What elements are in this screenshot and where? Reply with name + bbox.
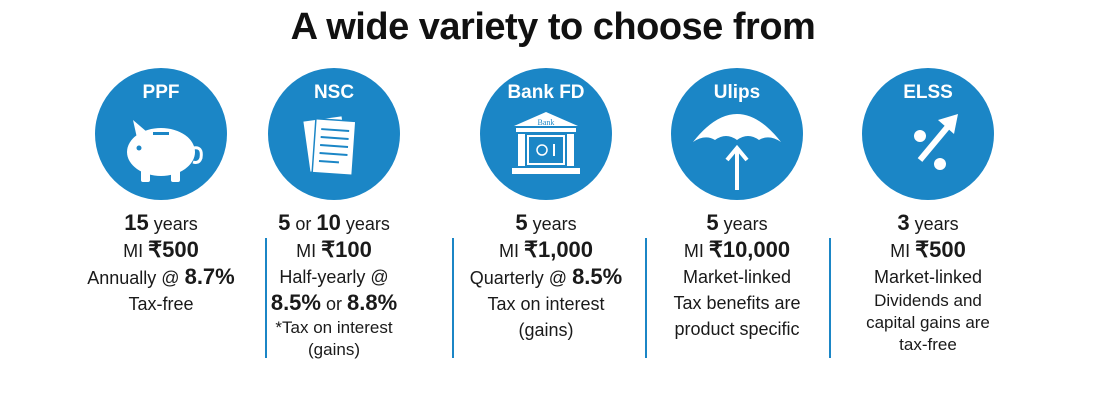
minimum-investment: MI ₹500 [123, 237, 199, 262]
scheme-name: PPF [142, 82, 180, 103]
piggy-bank-icon [127, 120, 203, 182]
interest-frequency: Half-yearly @ [279, 267, 389, 287]
scheme-name: Ulips [713, 82, 761, 103]
column-divider [645, 238, 647, 358]
scheme-ppf: PPF 15 years MI ₹500 Annually @ 8.7% Tax… [71, 68, 251, 317]
minimum-investment: MI ₹1,000 [498, 237, 594, 262]
tax-status-line-2: capital gains are [866, 313, 990, 332]
lock-in-period: 5 years [706, 210, 768, 235]
tax-status: Tax on interest [487, 294, 605, 314]
scheme-bank-fd: Bank FD Bank 5 years MI ₹1,000 Quarterly… [456, 68, 636, 343]
page-title: A wide variety to choose from [290, 6, 816, 48]
scheme-name: NSC [313, 82, 355, 103]
scheme-name: Bank FD [507, 82, 585, 103]
lock-in-period: 5 or 10 years [278, 210, 390, 235]
tax-status: Dividends and [874, 291, 982, 310]
lock-in-period: 3 years [897, 210, 959, 235]
minimum-investment: MI ₹10,000 [683, 237, 791, 262]
scheme-circle: Bank FD Bank [480, 68, 612, 200]
scheme-circle: ELSS [862, 68, 994, 200]
tax-status-line-3: tax-free [899, 335, 957, 354]
scheme-name: ELSS [903, 82, 953, 103]
column-divider [829, 238, 831, 358]
documents-icon [301, 114, 357, 177]
scheme-circle: Ulips [671, 68, 803, 200]
scheme-circle: PPF [95, 68, 227, 200]
tax-status-note: product specific [674, 319, 800, 339]
returns-type: Market-linked [873, 267, 983, 287]
bank-sign-text: Bank [538, 118, 555, 127]
scheme-nsc: NSC 5 or 10 years MI ₹100 Half-yearly @ … [244, 68, 424, 361]
scheme-elss: ELSS 3 years MI ₹500 Market-linked Divid… [838, 68, 1018, 356]
tax-status-note: (gains) [518, 320, 574, 340]
interest-rate: 8.5% or 8.8% [270, 290, 398, 315]
tax-status: *Tax on interest [275, 318, 393, 337]
bank-building-icon: Bank [512, 112, 580, 174]
tax-status-note: (gains) [308, 340, 360, 359]
column-divider [452, 238, 454, 358]
umbrella-icon [693, 114, 781, 190]
interest-rate: Annually @ 8.7% [87, 264, 235, 289]
lock-in-period: 5 years [515, 210, 577, 235]
minimum-investment: MI ₹500 [890, 237, 966, 262]
column-divider [265, 238, 267, 358]
interest-rate: Quarterly @ 8.5% [469, 264, 623, 289]
returns-type: Market-linked [682, 267, 792, 287]
tax-status: Tax-free [128, 294, 194, 314]
tax-status: Tax benefits are [673, 293, 801, 313]
lock-in-period: 15 years [124, 210, 198, 235]
scheme-ulips: Ulips 5 years MI ₹10,000 Market-linked T… [647, 68, 827, 342]
minimum-investment: MI ₹100 [296, 237, 372, 262]
percent-growth-icon [914, 114, 958, 170]
scheme-circle: NSC [268, 68, 400, 200]
